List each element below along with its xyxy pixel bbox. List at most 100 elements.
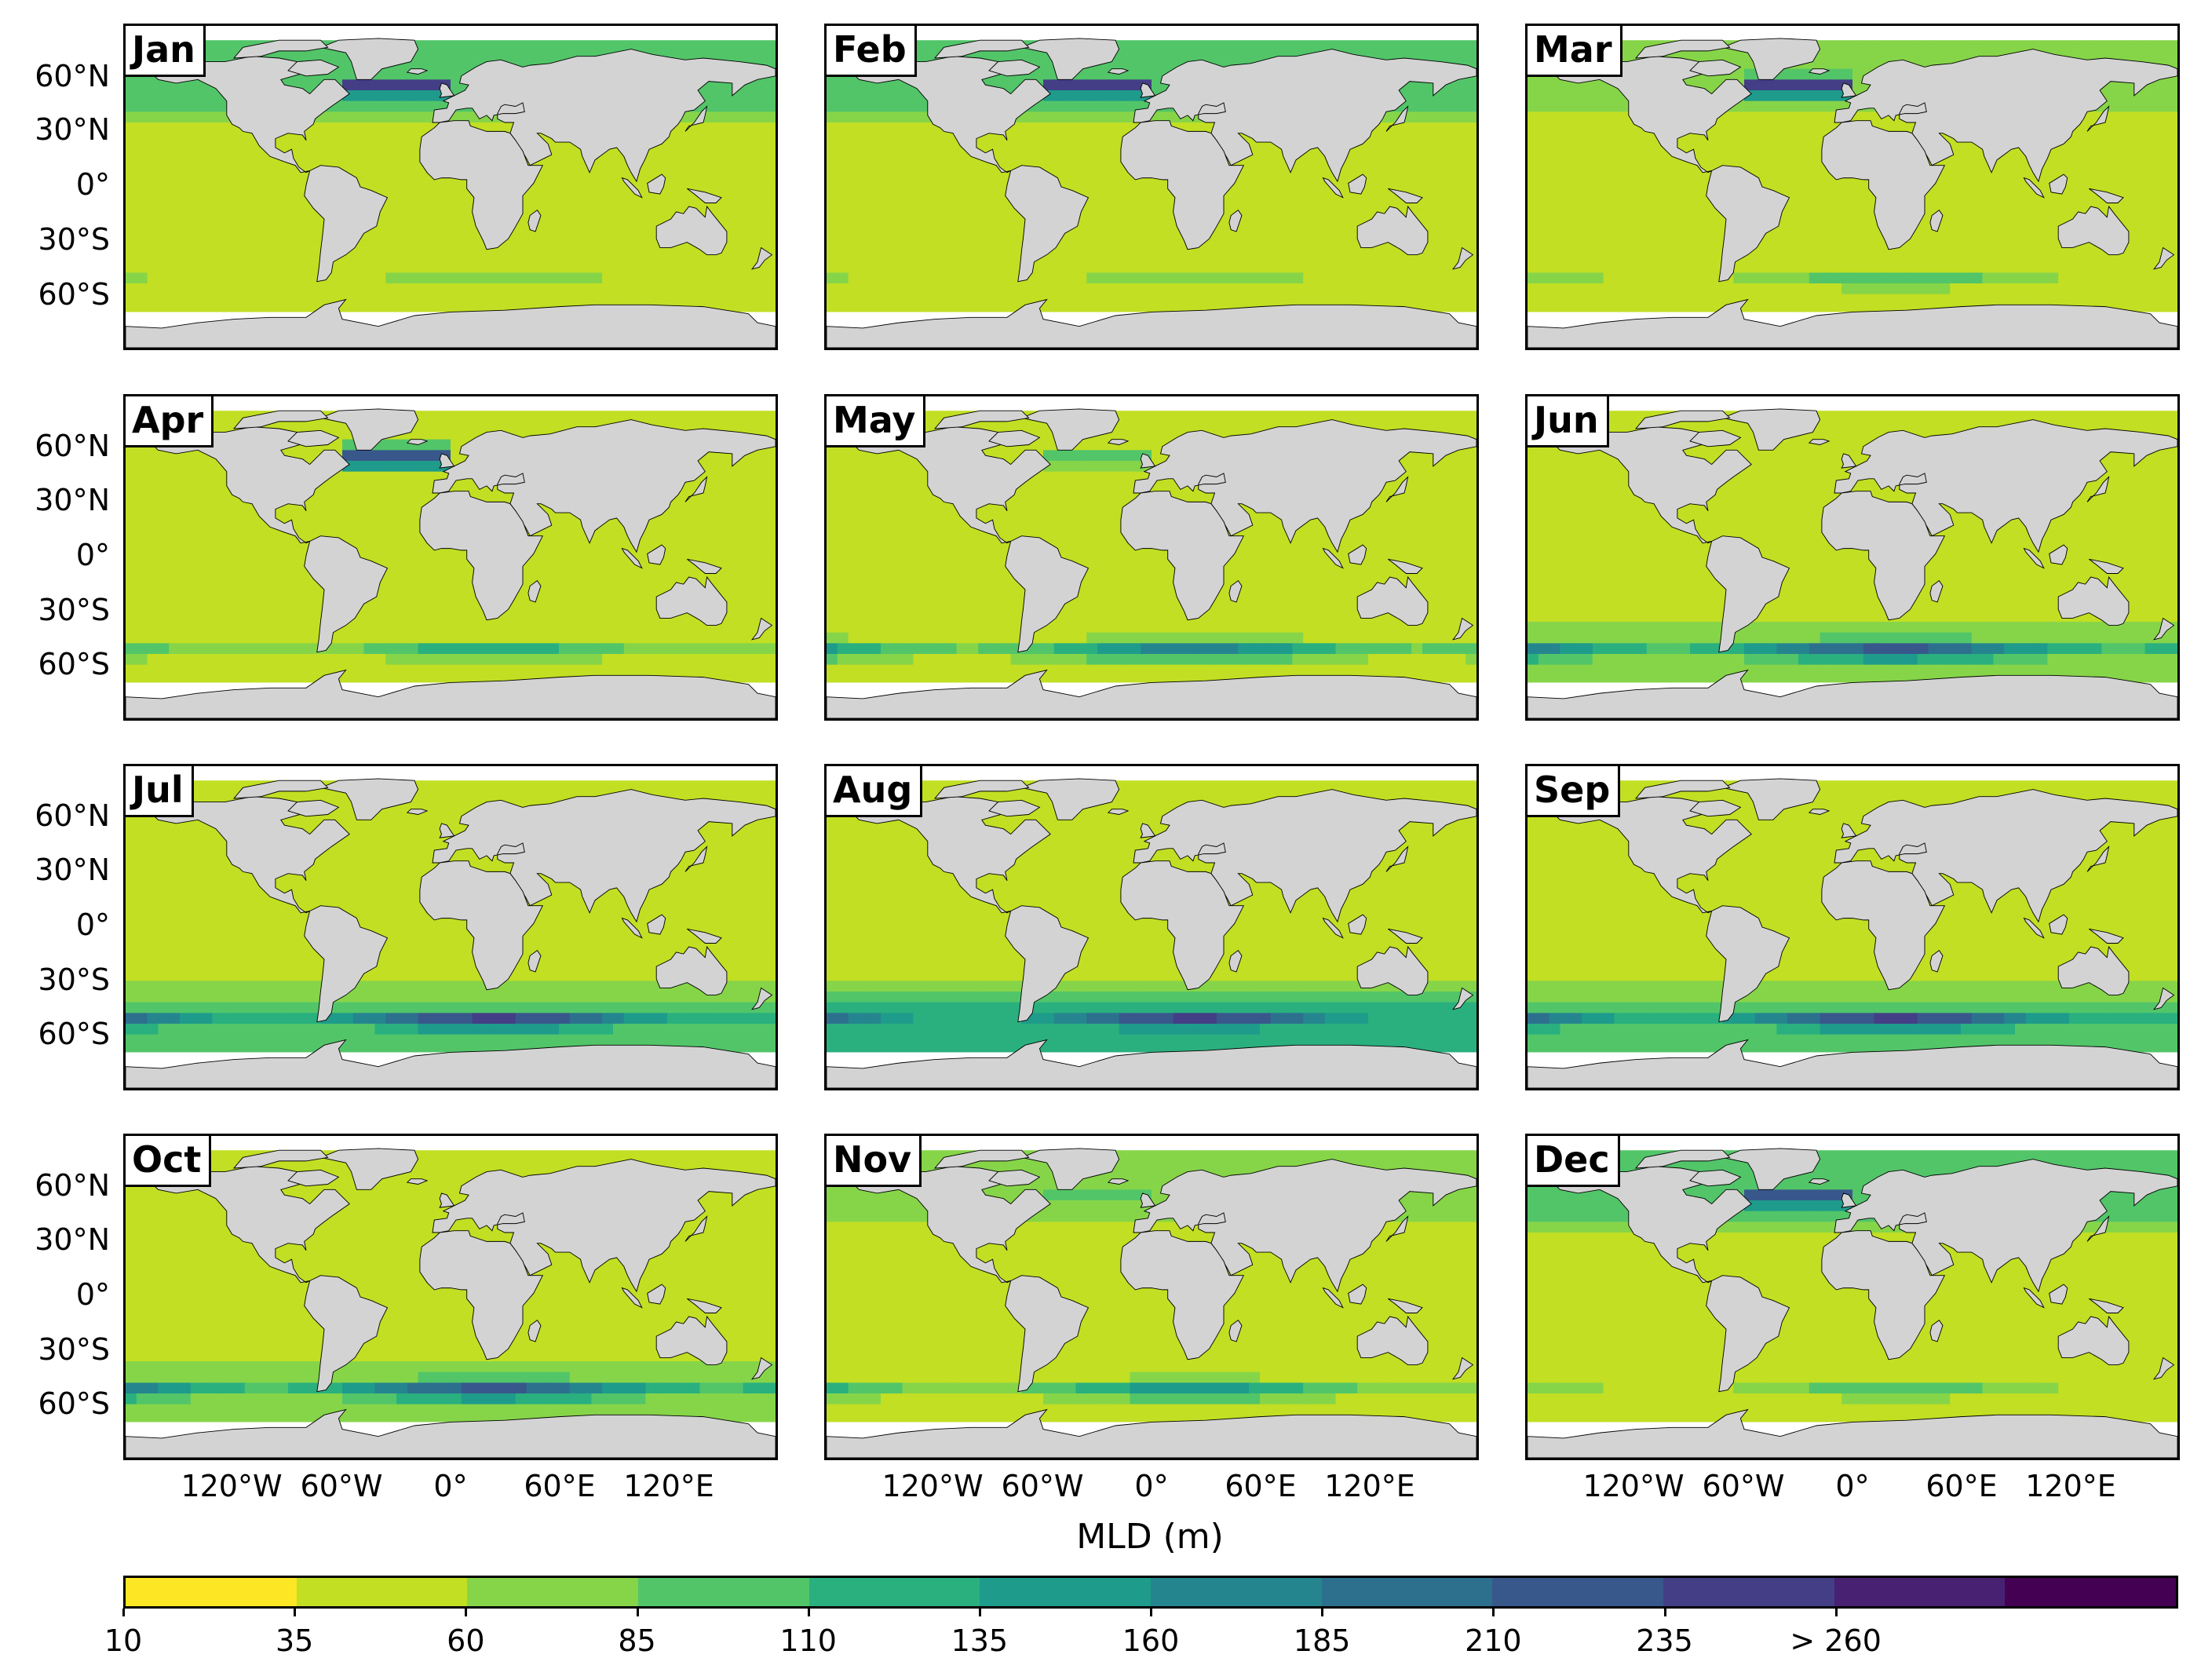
mld-cell: [244, 165, 257, 177]
mld-cell: [1455, 90, 1466, 102]
mld-cell: [1206, 240, 1217, 252]
mld-cell: [1939, 197, 1951, 210]
mld-cell: [212, 283, 224, 295]
mld-cell: [1787, 240, 1799, 252]
mld-cell: [1733, 68, 1745, 81]
mld-cell: [1592, 229, 1604, 242]
mld-cell: [244, 208, 257, 220]
mld-cell: [1422, 197, 1434, 210]
mld-cell: [1173, 251, 1185, 263]
mld-cell: [385, 155, 397, 166]
mld-cell: [978, 197, 990, 210]
mld-cell: [1108, 240, 1120, 252]
mld-cell: [1874, 240, 1886, 252]
mld-cell: [212, 208, 224, 220]
mld-cell: [580, 283, 593, 295]
mld-cell: [1528, 122, 1539, 134]
mld-cell: [1971, 240, 1984, 252]
mld-cell: [1400, 100, 1412, 113]
mld-cell: [580, 272, 593, 284]
mld-cell: [967, 294, 979, 306]
mld-cell: [1971, 47, 1984, 59]
mld-cell: [2133, 144, 2146, 155]
mld-cell: [1733, 261, 1745, 274]
mld-cell: [1528, 294, 1539, 306]
mld-cell: [180, 219, 192, 231]
mld-cell: [1053, 272, 1066, 284]
mld-cell: [913, 219, 925, 231]
mld-cell: [212, 176, 224, 188]
mld-cell: [2058, 283, 2070, 295]
mld-cell: [891, 165, 903, 177]
mld-cell: [1841, 197, 1853, 210]
mld-cell: [1119, 47, 1131, 59]
mld-cell: [363, 261, 376, 274]
mld-cell: [1549, 294, 1561, 306]
mld-cell: [2090, 165, 2103, 177]
mld-cell: [2133, 229, 2146, 242]
mld-cell: [1679, 176, 1691, 188]
mld-cell: [1592, 165, 1604, 177]
mld-cell: [1455, 176, 1466, 188]
mld-cell: [190, 100, 203, 113]
mld-cell: [580, 197, 593, 210]
mld-cell: [1097, 229, 1109, 242]
mld-cell: [699, 165, 711, 177]
mld-cell: [1162, 111, 1174, 123]
mld-cell: [2004, 208, 2016, 220]
mld-cell: [298, 261, 311, 274]
mld-cell: [1368, 272, 1380, 284]
mld-cell: [1227, 261, 1239, 274]
mld-cell: [1195, 272, 1206, 284]
mld-cell: [2036, 283, 2049, 295]
mld-cell: [451, 294, 462, 306]
mld-cell: [967, 165, 979, 177]
land-mass: [687, 188, 722, 203]
mld-cell: [1141, 176, 1152, 188]
mld-cell: [1582, 294, 1593, 306]
mld-cell: [418, 79, 430, 91]
mld-cell: [2133, 176, 2146, 188]
mld-cell: [1582, 229, 1593, 242]
mld-cell: [1863, 251, 1875, 263]
mld-cell: [1130, 272, 1141, 284]
mld-cell: [190, 122, 203, 134]
mld-cell: [1971, 208, 1984, 220]
mld-cell: [2166, 219, 2177, 231]
mld-cell: [1466, 187, 1476, 199]
mld-cell: [645, 208, 657, 220]
mld-cell: [1928, 240, 1940, 252]
mld-cell: [180, 90, 192, 102]
mld-cell: [754, 229, 765, 242]
mld-cell: [1378, 272, 1391, 284]
mld-cell: [765, 219, 776, 231]
mld-cell: [1668, 208, 1680, 220]
mld-cell: [1314, 272, 1326, 284]
mld-cell: [1433, 240, 1445, 252]
mld-cell: [2144, 144, 2157, 155]
mld-cell: [1528, 155, 1539, 166]
mld-cell: [559, 261, 571, 274]
mld-cell: [1592, 272, 1604, 284]
mld-cell: [721, 90, 733, 102]
mld-cell: [1411, 176, 1423, 188]
mld-cell: [1722, 155, 1734, 166]
mld-cell: [837, 240, 849, 252]
mld-cell: [891, 229, 903, 242]
mld-cell: [2079, 187, 2092, 199]
mld-cell: [201, 122, 214, 134]
mld-cell: [2133, 219, 2146, 231]
mld-cell: [1303, 283, 1315, 295]
mld-cell: [1690, 187, 1702, 199]
mld-cell: [848, 219, 860, 231]
mld-cell: [1433, 176, 1445, 188]
mld-cell: [1335, 229, 1348, 242]
mld-cell: [1690, 229, 1702, 242]
mld-cell: [1411, 111, 1423, 123]
mld-cell: [277, 219, 289, 231]
mld-cell: [126, 283, 137, 295]
mld-cell: [407, 283, 419, 295]
mld-cell: [277, 261, 289, 274]
mld-cell: [472, 251, 484, 263]
mld-cell: [1560, 90, 1571, 102]
